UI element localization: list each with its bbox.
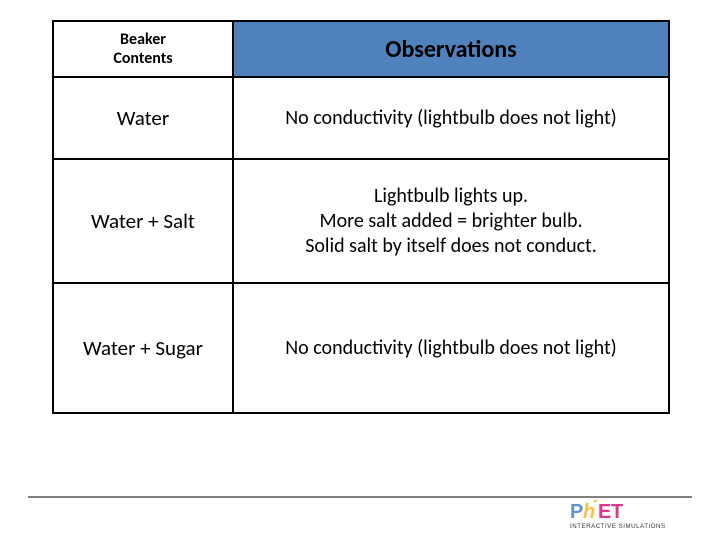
svg-text:E: E — [598, 501, 611, 523]
header-beaker-contents: Beaker Contents — [53, 21, 233, 77]
svg-text:P: P — [570, 501, 583, 523]
svg-text:h: h — [583, 501, 595, 523]
table-row: Water + Sugar No conductivity (lightbulb… — [53, 283, 669, 413]
observations-table: Beaker Contents Observations Water No co… — [52, 20, 670, 414]
cell-right: No conductivity (lightbulb does not ligh… — [233, 77, 669, 159]
table-row: Water No conductivity (lightbulb does no… — [53, 77, 669, 159]
observations-table-container: Beaker Contents Observations Water No co… — [52, 20, 668, 414]
cell-right: Lightbulb lights up. More salt added = b… — [233, 159, 669, 283]
svg-text:INTERACTIVE SIMULATIONS: INTERACTIVE SIMULATIONS — [570, 523, 666, 530]
footer-divider — [28, 496, 692, 498]
cell-left: Water + Salt — [53, 159, 233, 283]
table-header-row: Beaker Contents Observations — [53, 21, 669, 77]
cell-right: No conductivity (lightbulb does not ligh… — [233, 283, 669, 413]
table-row: Water + Salt Lightbulb lights up. More s… — [53, 159, 669, 283]
cell-left: Water — [53, 77, 233, 159]
svg-text:T: T — [611, 501, 623, 523]
header-observations: Observations — [233, 21, 669, 77]
cell-left: Water + Sugar — [53, 283, 233, 413]
phet-logo: P h E T INTERACTIVE SIMULATIONS — [570, 500, 700, 530]
